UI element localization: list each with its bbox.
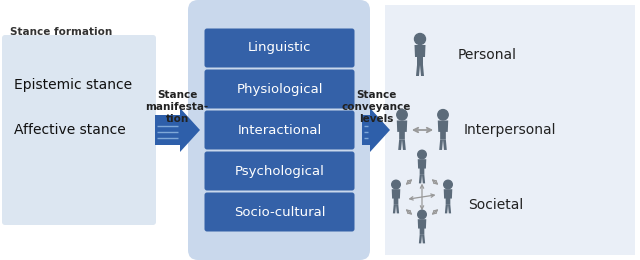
Text: Socio-cultural: Socio-cultural xyxy=(234,205,325,218)
Polygon shape xyxy=(393,205,396,213)
Polygon shape xyxy=(439,140,443,150)
FancyBboxPatch shape xyxy=(205,110,355,150)
FancyBboxPatch shape xyxy=(188,0,370,260)
Circle shape xyxy=(444,180,452,189)
Text: Stance formation: Stance formation xyxy=(10,27,112,37)
Circle shape xyxy=(392,180,400,189)
Circle shape xyxy=(397,109,407,120)
Circle shape xyxy=(418,210,426,219)
Polygon shape xyxy=(419,175,422,183)
Polygon shape xyxy=(444,189,452,205)
Polygon shape xyxy=(418,219,426,235)
Polygon shape xyxy=(448,205,451,213)
FancyBboxPatch shape xyxy=(205,152,355,191)
Polygon shape xyxy=(398,140,402,150)
Polygon shape xyxy=(402,140,406,150)
Text: Affective stance: Affective stance xyxy=(14,123,125,137)
FancyBboxPatch shape xyxy=(205,29,355,68)
Polygon shape xyxy=(415,45,426,65)
Polygon shape xyxy=(418,159,426,175)
FancyBboxPatch shape xyxy=(2,35,156,225)
Text: Societal: Societal xyxy=(468,198,524,212)
Polygon shape xyxy=(396,205,399,213)
Text: Stance
conveyance
levels: Stance conveyance levels xyxy=(341,90,411,124)
Text: Epistemic stance: Epistemic stance xyxy=(14,78,132,92)
Polygon shape xyxy=(419,235,422,243)
Polygon shape xyxy=(397,120,407,140)
Polygon shape xyxy=(438,120,448,140)
Polygon shape xyxy=(155,115,180,145)
Polygon shape xyxy=(362,115,370,145)
Polygon shape xyxy=(416,65,420,76)
FancyBboxPatch shape xyxy=(205,192,355,231)
Text: Personal: Personal xyxy=(458,48,517,62)
Text: Physiological: Physiological xyxy=(236,82,323,95)
FancyBboxPatch shape xyxy=(385,5,635,255)
Circle shape xyxy=(415,34,426,44)
Text: Stance
manifesta-
tion: Stance manifesta- tion xyxy=(145,90,209,124)
Text: Interpersonal: Interpersonal xyxy=(464,123,557,137)
Polygon shape xyxy=(422,175,425,183)
Circle shape xyxy=(418,150,426,159)
Text: Linguistic: Linguistic xyxy=(248,42,311,55)
Polygon shape xyxy=(180,108,200,152)
FancyBboxPatch shape xyxy=(205,69,355,108)
Polygon shape xyxy=(370,108,390,152)
Text: Psychological: Psychological xyxy=(235,165,324,178)
Circle shape xyxy=(438,109,448,120)
Polygon shape xyxy=(392,189,400,205)
Text: Interactional: Interactional xyxy=(237,124,322,136)
Polygon shape xyxy=(443,140,447,150)
Polygon shape xyxy=(422,235,425,243)
Polygon shape xyxy=(445,205,448,213)
Polygon shape xyxy=(420,65,424,76)
